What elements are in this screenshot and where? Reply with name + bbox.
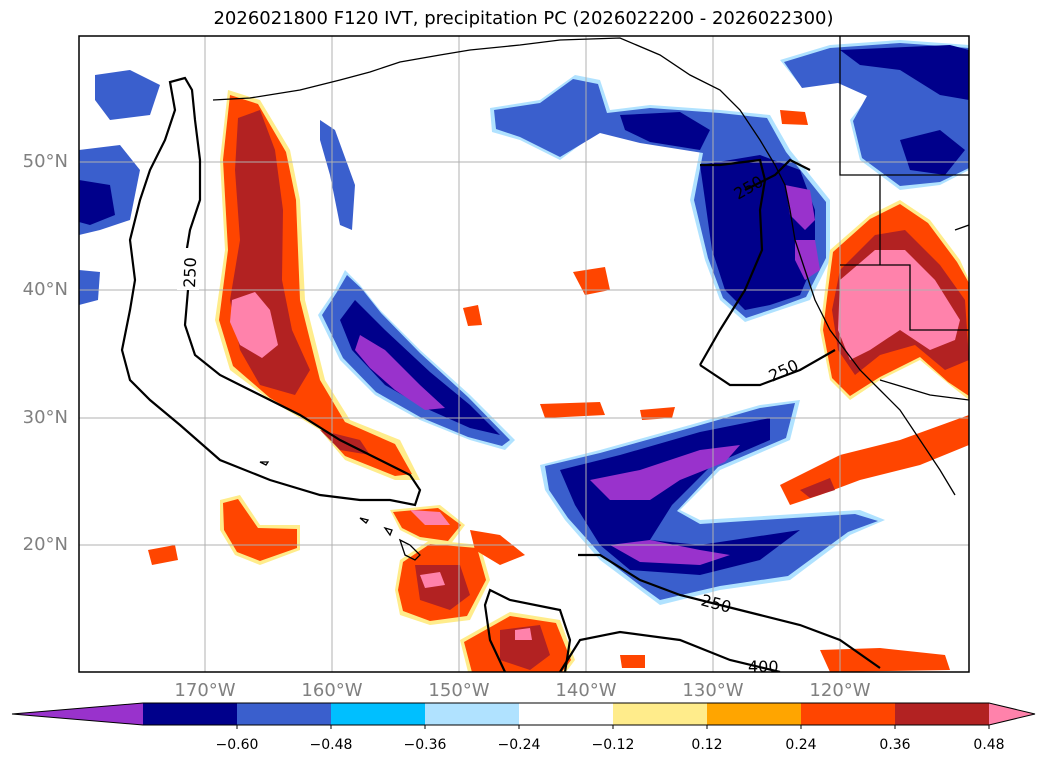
colorbar-box [895,703,990,725]
colorbar-extend-low [12,703,143,725]
contour-label: 250 [699,591,733,617]
lat-label: 50°N [22,151,68,172]
lat-label: 20°N [22,534,68,555]
colorbar [11,702,1036,729]
colorbar-ticks [236,725,990,729]
colorbar-tick-label: −0.48 [309,737,353,753]
map-title: 2026021800 F120 IVT, precipitation PC (2… [213,8,834,29]
negative-anomaly-band-southeast [540,400,885,605]
contour-label: 400 [748,657,779,676]
colorbar-tick-label: 0.60 [1043,737,1047,753]
gridlines [79,36,969,672]
negative-anomaly-northeast [79,40,969,322]
positive-anomaly-cells-southwest [148,110,950,672]
colorbar-tick-label: 0.36 [879,737,911,753]
contour-label: 250 [766,355,802,385]
colorbar-box [331,703,426,725]
colorbar-box [237,703,332,725]
colorbar-box [707,703,802,725]
lon-label: 170°W [174,680,236,701]
contour-label: 250 [180,257,200,288]
coastlines [212,36,969,561]
colorbar-boxes [143,703,990,725]
colorbar-tick-label: 0.12 [691,737,723,753]
colorbar-box [143,703,238,725]
lat-label: 30°N [22,407,68,428]
colorbar-box [425,703,520,725]
lat-label: 40°N [22,279,68,300]
colorbar-box [519,703,614,725]
positive-anomaly-west-coast [780,200,969,505]
colorbar-tick-label: 0.48 [973,737,1005,753]
colorbar-box [801,703,896,725]
lon-label: 140°W [555,680,617,701]
colorbar-tick-label: −0.24 [497,737,541,753]
positive-anomaly-band-west [215,90,420,480]
colorbar-extend-high [989,703,1035,725]
precip-field [79,40,969,672]
lon-label: 150°W [428,680,490,701]
colorbar-tick-label: −0.12 [591,737,635,753]
colorbar-tick-label: −0.60 [215,737,259,753]
map-frame [78,35,970,673]
colorbar-outline [11,702,1036,726]
colorbar-tick-label: 0.24 [785,737,817,753]
lon-label: 130°W [682,680,744,701]
colorbar-box [613,703,708,725]
lon-label: 120°W [809,680,871,701]
colorbar-tick-label: −0.36 [403,737,447,753]
negative-anomaly-band-central [318,120,515,450]
lon-label: 160°W [301,680,363,701]
